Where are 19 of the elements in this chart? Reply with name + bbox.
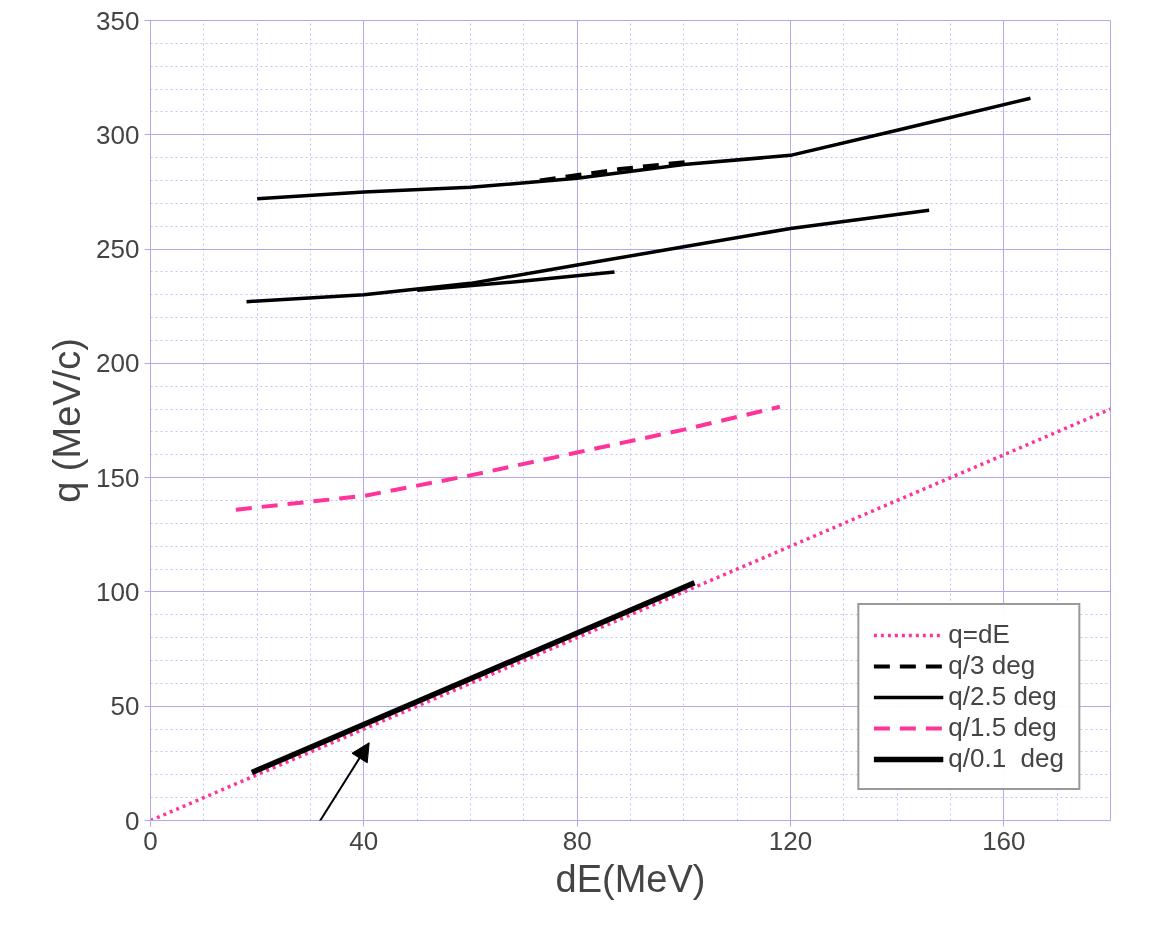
- x-tick-label: 80: [562, 825, 592, 856]
- x-tick-label: 120: [768, 825, 813, 856]
- legend-label: q/1.5 deg: [948, 712, 1057, 743]
- y-tick-label: 350: [96, 5, 140, 36]
- y-tick-label: 100: [96, 576, 140, 607]
- y-axis-title: q (MeV/c): [46, 338, 89, 503]
- y-tick-label: 300: [96, 119, 140, 150]
- x-tick-label: 40: [349, 825, 379, 856]
- x-axis-title: dE(MeV): [555, 857, 706, 900]
- y-tick-label: 200: [96, 348, 140, 379]
- y-tick-label: 150: [96, 462, 140, 493]
- x-tick-label: 160: [982, 825, 1026, 856]
- legend-label: q=dE: [948, 619, 1010, 650]
- legend-label: q/2.5 deg: [948, 681, 1057, 712]
- y-tick-label: 50: [110, 691, 140, 722]
- legend-label: q/0.1 deg: [948, 743, 1064, 774]
- y-tick-label: 0: [125, 805, 140, 836]
- legend-label: q/3 deg: [948, 650, 1036, 681]
- y-tick-label: 250: [96, 234, 140, 265]
